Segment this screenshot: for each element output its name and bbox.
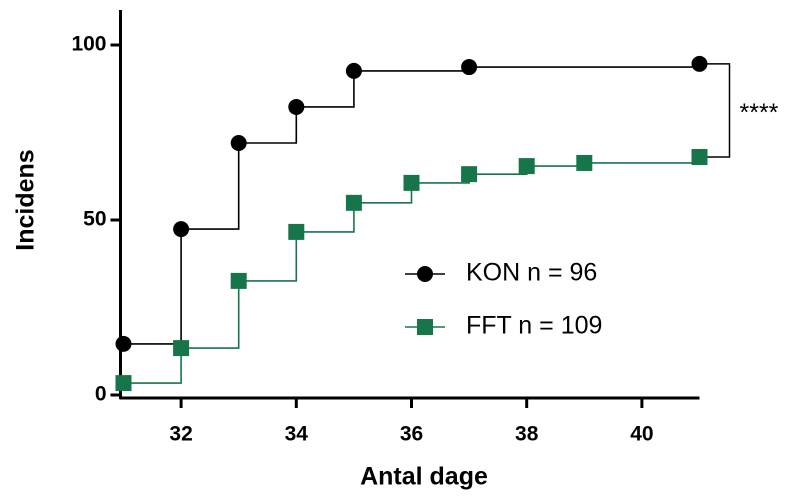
y-axis-label: Incidens xyxy=(12,149,40,250)
x-tick-label: 38 xyxy=(515,423,539,446)
series-line xyxy=(123,63,701,345)
marker xyxy=(173,340,190,357)
marker xyxy=(691,55,708,72)
marker xyxy=(230,272,247,289)
marker xyxy=(345,194,362,211)
marker xyxy=(691,149,708,165)
annotation: **** xyxy=(740,99,779,127)
significance-bracket xyxy=(707,63,731,158)
x-axis-label: Antal dage xyxy=(360,463,488,491)
legend-marker xyxy=(417,266,433,282)
x-tick-label: 36 xyxy=(400,423,423,446)
y-tick-label: 50 xyxy=(83,208,106,231)
marker xyxy=(576,154,593,171)
marker xyxy=(461,166,478,183)
y-tick-label: 100 xyxy=(71,33,106,56)
marker xyxy=(345,62,362,79)
y-tick-label: 0 xyxy=(95,383,107,406)
legend-marker xyxy=(417,319,433,335)
marker xyxy=(115,375,132,392)
x-tick-label: 34 xyxy=(285,423,309,446)
marker xyxy=(115,335,132,352)
marker xyxy=(288,223,305,240)
series-line xyxy=(123,157,701,384)
marker xyxy=(461,59,478,76)
marker xyxy=(518,158,535,175)
x-tick-label: 40 xyxy=(630,423,653,446)
marker xyxy=(403,174,420,191)
marker xyxy=(288,98,305,115)
x-tick-label: 32 xyxy=(169,423,192,446)
legend-label: KON n = 96 xyxy=(466,259,597,287)
marker xyxy=(173,221,190,238)
marker xyxy=(230,135,247,151)
legend-label: FFT n = 109 xyxy=(466,312,602,340)
